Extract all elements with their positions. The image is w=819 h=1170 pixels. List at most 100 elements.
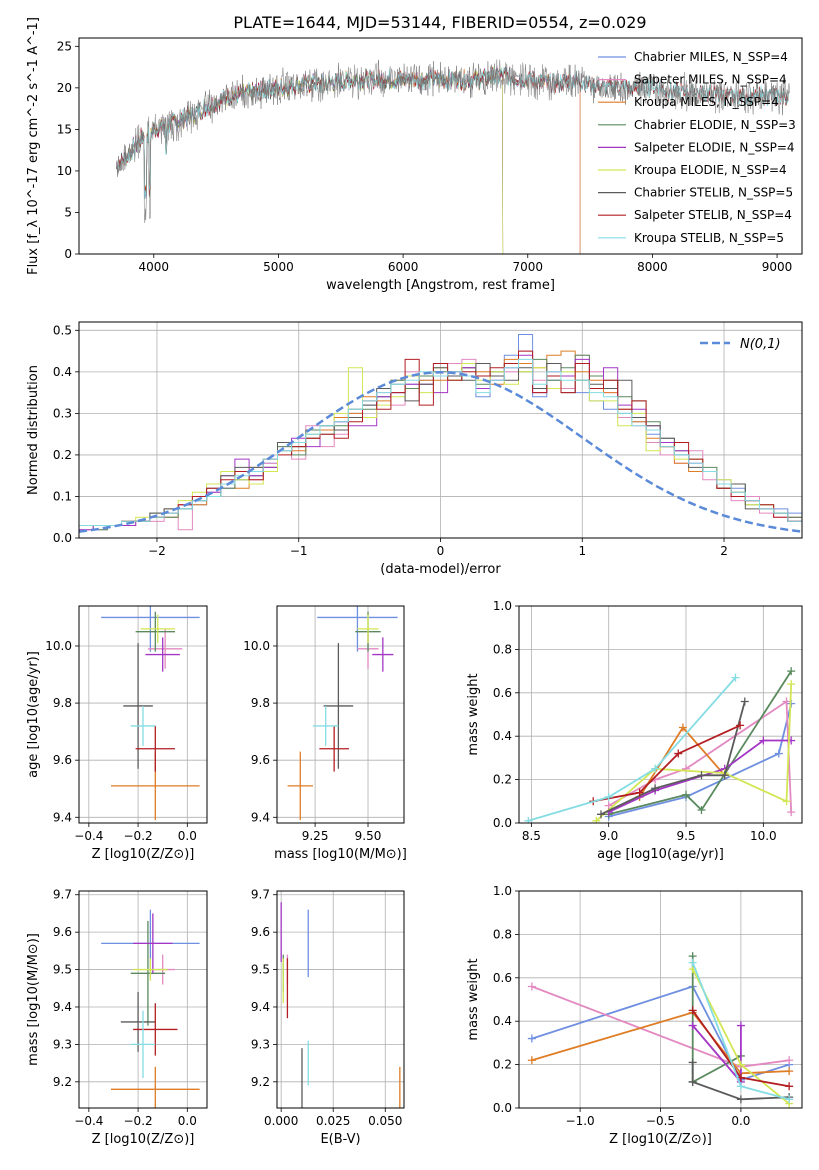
weight-point-marker [688, 1006, 697, 1015]
x-tick-label: −0.4 [74, 829, 103, 843]
weight-point-marker [527, 982, 536, 991]
weight-point-marker [527, 1056, 536, 1065]
x-tick-label: −1.0 [566, 1114, 595, 1128]
weight-point-marker [697, 771, 706, 780]
panel-age_weight: 8.5 9.0 9.5 10.0 0.0 0.2 0.4 0.6 0.8 1.0 age [log1… [466, 599, 803, 862]
x-tick-label: 9.25 [302, 829, 329, 843]
y-tick-label: 9.6 [251, 925, 270, 939]
weight-point-marker [785, 1095, 794, 1104]
axes-frame [518, 605, 803, 824]
legend-label: Chabrier MILES, N_SSP=4 [634, 50, 788, 64]
x-tick-label: 8000 [637, 260, 668, 274]
axes-frame [518, 890, 803, 1109]
x-axis-label: (data-model)/error [380, 562, 501, 577]
plot-area-spectrum [116, 59, 790, 254]
legend-label: Chabrier STELIB, N_SSP=5 [634, 186, 793, 200]
weight-line [528, 677, 737, 822]
spectrum-legend: Chabrier MILES, N_SSP=4 Salpeter MILES, N… [598, 50, 796, 245]
y-tick-label: 9.5 [251, 963, 270, 977]
weight-point-marker [720, 771, 729, 780]
x-tick-label: −2 [148, 544, 166, 558]
spectrum-line [116, 67, 790, 200]
x-tick-label: 0 [437, 544, 445, 558]
weight-point-marker [731, 673, 740, 682]
y-tick-label: 0.8 [493, 642, 512, 656]
figure-title: PLATE=1644, MJD=53144, FIBERID=0554, z=0… [233, 13, 646, 32]
x-tick-label: 9.50 [355, 829, 382, 843]
y-tick-label: 0.6 [493, 971, 512, 985]
x-tick-label: 1 [578, 544, 586, 558]
y-tick-label: 0.1 [53, 489, 72, 503]
weight-point-marker [678, 723, 687, 732]
legend-label: Kroupa ELODIE, N_SSP=4 [634, 163, 787, 177]
observed-spectrum-line [116, 59, 790, 224]
x-tick-label: −0.4 [74, 1114, 103, 1128]
plot-area-z_weight [527, 952, 794, 1108]
x-tick-label: −0.5 [646, 1114, 675, 1128]
y-tick-label: 10.0 [45, 639, 72, 653]
y-tick-label: 9.3 [251, 1037, 270, 1051]
x-tick-label: 0.050 [368, 1114, 402, 1128]
x-axis-label: Z [log10(Z/Z⊙)] [92, 847, 195, 862]
weight-point-marker [635, 788, 644, 797]
y-tick-label: 0.0 [53, 531, 72, 545]
x-axis-label: E(B-V) [320, 1132, 360, 1147]
x-axis-label: wavelength [Angstrom, rest frame] [326, 278, 555, 293]
y-tick-label: 0.2 [493, 1058, 512, 1072]
y-tick-label: 9.4 [53, 1000, 72, 1014]
panel-z_weight: −1.0 −0.5 0.0 0.0 0.2 0.4 0.6 0.8 1.0 Z [log10(Z/… [466, 884, 803, 1147]
legend-label: Kroupa STELIB, N_SSP=5 [634, 231, 784, 245]
y-tick-label: 9.7 [251, 888, 270, 902]
y-tick-label: 5 [64, 205, 72, 219]
y-tick-label: 9.8 [251, 696, 270, 710]
weight-point-marker [736, 1060, 745, 1069]
y-tick-label: 0.6 [493, 686, 512, 700]
weight-point-marker [682, 790, 691, 799]
y-axis-label: mass weight [466, 958, 481, 1040]
weight-point-marker [736, 1082, 745, 1091]
y-tick-label: 9.4 [53, 810, 72, 824]
normal-curve [79, 371, 802, 533]
plot-area-mass_age [287, 606, 398, 821]
weight-point-marker [596, 810, 605, 819]
x-tick-label: −0.2 [124, 1114, 153, 1128]
x-tick-label: −0.2 [124, 829, 153, 843]
axes-frame [276, 890, 405, 1109]
y-tick-label: 9.3 [53, 1037, 72, 1051]
axes-frame [78, 605, 208, 824]
y-tick-label: 20 [57, 81, 72, 95]
y-tick-label: 0.4 [493, 1014, 512, 1028]
plot-area-z_age [101, 606, 200, 821]
y-tick-label: 10.0 [243, 639, 270, 653]
x-axis-label: mass [log10(M/M⊙)] [274, 847, 407, 862]
panel-mass_age: 9.25 9.50 9.4 9.6 9.8 10.0 mass [log10(M/M⊙)] [243, 605, 407, 862]
x-tick-label: 2 [720, 544, 728, 558]
weight-point-marker [736, 1021, 745, 1030]
weight-point-marker [592, 816, 601, 823]
panel-z_age: −0.4 −0.2 0.0 9.4 9.6 9.8 10.0 Z [log10(Z/Z⊙)] a… [26, 605, 208, 862]
y-axis-label: mass [log10(M/M⊙)] [26, 933, 41, 1066]
y-tick-label: 10 [57, 164, 72, 178]
legend-label: Salpeter ELODIE, N_SSP=4 [634, 140, 795, 154]
legend-label: N(0,1) [740, 337, 781, 352]
weight-point-marker [774, 749, 783, 758]
x-tick-label: 9.5 [676, 829, 695, 843]
y-tick-label: 0.2 [53, 448, 72, 462]
weight-point-marker [785, 1067, 794, 1076]
panel-spectrum: 4000 5000 6000 7000 8000 9000 0 5 10 15 20 25 wavele… [26, 17, 803, 293]
y-tick-label: 9.6 [251, 753, 270, 767]
weight-point-marker [740, 697, 749, 706]
weight-point-marker [604, 792, 613, 801]
y-tick-label: 0.8 [493, 927, 512, 941]
weight-point-marker [787, 808, 796, 817]
y-tick-label: 9.2 [251, 1075, 270, 1089]
x-tick-label: 10.0 [750, 829, 777, 843]
weight-line [608, 703, 793, 818]
plot-area-ebv_mass [280, 902, 401, 1108]
plot-area-age_weight [524, 667, 796, 823]
y-tick-label: 9.2 [53, 1075, 72, 1089]
y-axis-label: mass weight [466, 673, 481, 755]
y-tick-label: 0.3 [53, 406, 72, 420]
weight-point-marker [787, 667, 796, 676]
